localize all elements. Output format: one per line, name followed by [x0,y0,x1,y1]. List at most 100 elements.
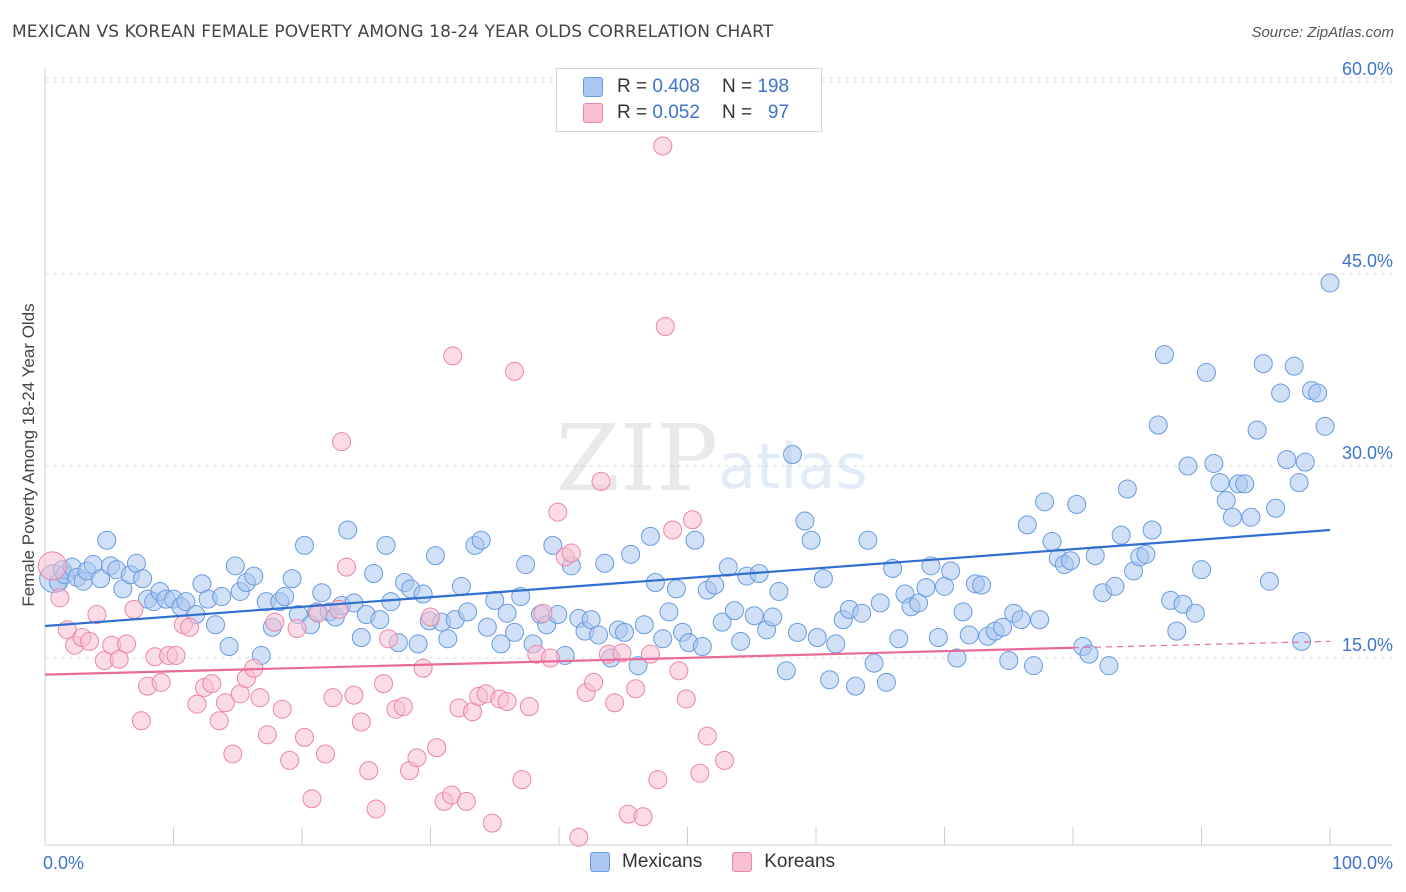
point-mexicans [438,629,458,649]
point-mexicans [338,520,358,540]
point-mexicans [1315,416,1335,436]
point-mexicans [244,566,264,586]
point-mexicans [909,593,929,613]
point-mexicans [876,672,896,692]
point-mexicans [516,555,536,575]
point-mexicans [852,603,872,623]
point-koreans [569,827,589,847]
series-legend: Mexicans Koreans [590,851,865,873]
point-mexicans [1235,474,1255,494]
point-mexicans [1061,551,1081,571]
legend-label-koreans: Koreans [764,851,836,872]
point-mexicans [712,612,732,632]
legend-r-label: R = [617,76,648,97]
point-mexicans [769,581,789,601]
point-mexicans [219,636,239,656]
point-koreans [663,520,683,540]
point-mexicans [921,556,941,576]
point-mexicans [776,661,796,681]
point-koreans [359,761,379,781]
legend-swatch-mexicans [590,852,610,872]
point-mexicans [1204,453,1224,473]
point-mexicans [491,634,511,654]
point-mexicans [1136,544,1156,564]
point-mexicans [471,530,491,550]
point-mexicans [497,603,517,623]
point-koreans [215,693,235,713]
point-koreans [682,510,702,530]
point-mexicans [1017,515,1037,535]
legend-item-mexicans[interactable]: Mexicans [590,851,702,873]
point-mexicans [1142,520,1162,540]
y-tick-label: 30.0% [1342,443,1393,463]
point-koreans [378,629,398,649]
point-koreans [250,688,270,708]
point-mexicans [1067,494,1087,514]
point-koreans [697,726,717,746]
legend-item-koreans[interactable]: Koreans [732,851,835,873]
point-koreans [653,136,673,156]
point-mexicans [1042,532,1062,552]
point-mexicans [413,584,433,604]
point-mexicans [1085,546,1105,566]
legend-swatch-koreans [583,103,603,123]
point-mexicans [614,622,634,642]
point-mexicans [1295,452,1315,472]
point-koreans [272,699,292,719]
point-koreans [612,643,632,663]
point-mexicans [846,676,866,696]
point-koreans [294,727,314,747]
point-mexicans [628,656,648,676]
point-mexicans [826,634,846,654]
point-koreans [180,617,200,637]
point-mexicans [1216,491,1236,511]
point-koreans [443,346,463,366]
point-koreans [336,557,356,577]
point-mexicans [813,569,833,589]
point-mexicans [724,601,744,621]
point-mexicans [1030,610,1050,630]
point-mexicans [364,564,384,584]
point-mexicans [1271,383,1291,403]
point-mexicans [312,583,332,603]
y-tick-label: 15.0% [1342,635,1393,655]
legend-r-label: R = [617,102,648,123]
legend-r-value: 0.052 [652,102,700,123]
point-mexicans [999,651,1019,671]
point-mexicans [425,546,445,566]
point-mexicans [653,629,673,649]
point-koreans [605,693,625,713]
point-mexicans [225,556,245,576]
point-mexicans [408,634,428,654]
point-mexicans [294,535,314,555]
point-koreans [315,744,335,764]
point-koreans [690,763,710,783]
x-tick-label: 100.0% [1332,853,1393,873]
point-koreans [302,789,322,809]
point-koreans [87,604,107,624]
point-koreans [540,648,560,668]
point-koreans [37,551,67,581]
point-mexicans [97,530,117,550]
correlation-legend: R = 0.408 N = 198 R = 0.052 N = 97 [556,68,822,132]
point-mexicans [458,602,478,622]
point-mexicans [1289,473,1309,493]
source-label: Source: ZipAtlas.com [1251,24,1394,41]
point-koreans [332,432,352,452]
point-koreans [456,791,476,811]
point-koreans [669,661,689,681]
point-koreans [413,658,433,678]
point-koreans [166,645,186,665]
point-mexicans [763,607,783,627]
watermark-zip: ZIP [556,405,718,512]
point-mexicans [1111,525,1131,545]
point-mexicans [1266,498,1286,518]
point-mexicans [91,569,111,589]
point-mexicans [176,592,196,612]
point-mexicans [1023,656,1043,676]
trend-lines [44,528,1331,676]
point-mexicans [370,610,390,630]
point-koreans [117,634,137,654]
point-mexicans [505,622,525,642]
